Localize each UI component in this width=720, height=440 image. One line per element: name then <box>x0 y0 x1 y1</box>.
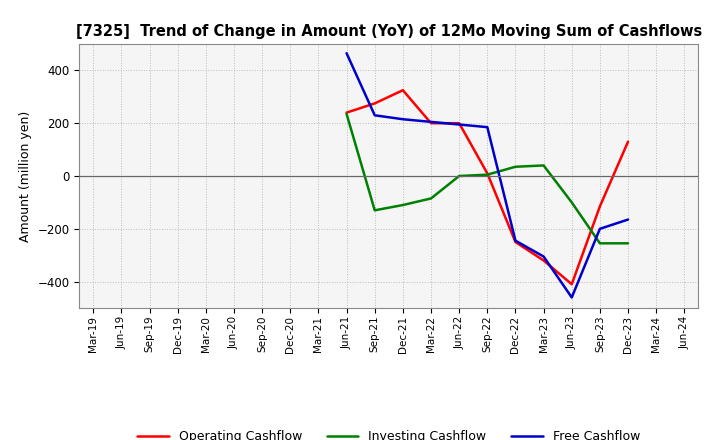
Line: Operating Cashflow: Operating Cashflow <box>346 90 628 284</box>
Investing Cashflow <box>539 163 548 168</box>
Legend: Operating Cashflow, Investing Cashflow, Free Cashflow: Operating Cashflow, Investing Cashflow, … <box>132 425 645 440</box>
Operating Cashflow <box>370 101 379 106</box>
Investing Cashflow <box>595 241 604 246</box>
Y-axis label: Amount (million yen): Amount (million yen) <box>19 110 32 242</box>
Investing Cashflow <box>370 208 379 213</box>
Operating Cashflow <box>427 121 436 126</box>
Operating Cashflow <box>455 121 464 126</box>
Operating Cashflow <box>399 88 408 93</box>
Operating Cashflow <box>483 171 492 176</box>
Free Cashflow <box>342 51 351 56</box>
Line: Investing Cashflow: Investing Cashflow <box>346 114 628 243</box>
Line: Free Cashflow: Free Cashflow <box>346 53 628 297</box>
Investing Cashflow <box>342 111 351 117</box>
Investing Cashflow <box>624 241 632 246</box>
Operating Cashflow <box>342 110 351 115</box>
Investing Cashflow <box>483 172 492 177</box>
Title: [7325]  Trend of Change in Amount (YoY) of 12Mo Moving Sum of Cashflows: [7325] Trend of Change in Amount (YoY) o… <box>76 24 702 39</box>
Investing Cashflow <box>455 173 464 179</box>
Free Cashflow <box>399 117 408 122</box>
Operating Cashflow <box>539 258 548 263</box>
Free Cashflow <box>370 113 379 118</box>
Operating Cashflow <box>511 239 520 245</box>
Investing Cashflow <box>427 196 436 201</box>
Free Cashflow <box>595 226 604 231</box>
Free Cashflow <box>624 217 632 222</box>
Free Cashflow <box>567 295 576 300</box>
Free Cashflow <box>483 125 492 130</box>
Free Cashflow <box>539 254 548 259</box>
Operating Cashflow <box>595 204 604 209</box>
Operating Cashflow <box>567 282 576 287</box>
Free Cashflow <box>455 122 464 127</box>
Free Cashflow <box>511 238 520 243</box>
Investing Cashflow <box>399 202 408 208</box>
Operating Cashflow <box>624 139 632 144</box>
Free Cashflow <box>427 119 436 125</box>
Investing Cashflow <box>567 200 576 205</box>
Investing Cashflow <box>511 164 520 169</box>
